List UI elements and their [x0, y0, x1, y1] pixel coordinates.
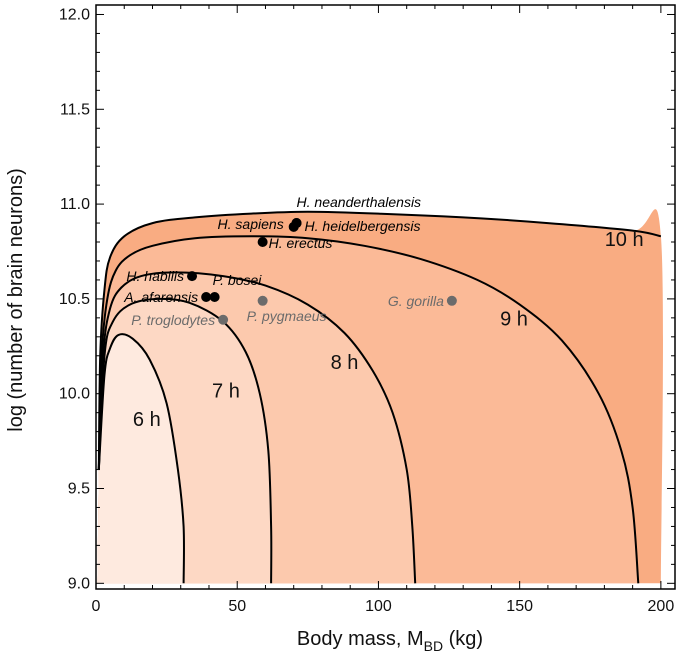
- species-point-3: [291, 218, 302, 229]
- contour-line-1: [97, 210, 662, 470]
- y-axis-label: log (number of brain neurons): [5, 168, 27, 431]
- x-tick-label-4: 150: [506, 598, 533, 615]
- contour-fill-5: [97, 334, 184, 584]
- contour-line-3: [97, 271, 417, 584]
- y-tick-label-6: 11.5: [60, 101, 90, 118]
- contour-label-4: 7 h: [212, 380, 240, 402]
- y-tick-label-7: 12.0: [59, 6, 90, 23]
- species-label-1: H. neanderthalensis: [297, 194, 422, 210]
- contour-label-1: 10 h: [605, 229, 644, 251]
- contour-label-3: 8 h: [331, 352, 359, 374]
- species-label-9: P. pygmaeus: [247, 308, 327, 324]
- species-point-10: [446, 295, 457, 306]
- species-point-6: [209, 292, 220, 302]
- x-tick-label-2: 50: [228, 598, 246, 615]
- y-tick-label-4: 10.5: [59, 291, 90, 308]
- species-point-8: [218, 314, 229, 325]
- species-points: H. neanderthalensis H. sapiens H. heidelbe…: [123, 194, 457, 328]
- y-tick-label-3: 10.0: [59, 386, 90, 403]
- contour-label-2: 9 h: [500, 308, 528, 330]
- contour-labels: 10 h 9 h 8 h 7 h 6 h: [133, 229, 644, 431]
- species-label-7: A. afarensis: [123, 289, 198, 305]
- x-tick-label-3: 100: [365, 598, 392, 615]
- species-point-7: [201, 292, 212, 302]
- y-tick-label-2: 9.5: [68, 481, 90, 498]
- y-tick-label-5: 11.0: [60, 196, 90, 213]
- species-label-10: G. gorilla: [388, 293, 444, 309]
- y-tick-label-1: 9.0: [68, 575, 90, 592]
- species-label-3: H. heidelbergensis: [305, 218, 421, 234]
- species-label-2: H. sapiens: [218, 216, 284, 232]
- contour-lines: [97, 210, 662, 584]
- species-point-4: [257, 237, 268, 248]
- species-point-9: [257, 295, 268, 306]
- contour-line-5: [97, 333, 185, 584]
- species-point-5: [187, 271, 198, 282]
- plot-frame: [95, 4, 676, 590]
- species-label-4: H. erectus: [269, 235, 333, 251]
- x-axis-label: Body mass, MBD (kg): [297, 628, 483, 654]
- species-label-6: P. bosei: [213, 272, 263, 288]
- x-tick-label-1: 0: [92, 598, 101, 615]
- contour-label-5: 6 h: [133, 409, 161, 431]
- contour-fills: [97, 209, 663, 584]
- species-label-8: P. troglodytes: [131, 312, 215, 328]
- x-tick-label-5: 200: [648, 598, 675, 615]
- contour-line-4: [97, 297, 273, 584]
- contour-line-2: [97, 235, 640, 584]
- species-label-5: H. habilis: [126, 268, 184, 284]
